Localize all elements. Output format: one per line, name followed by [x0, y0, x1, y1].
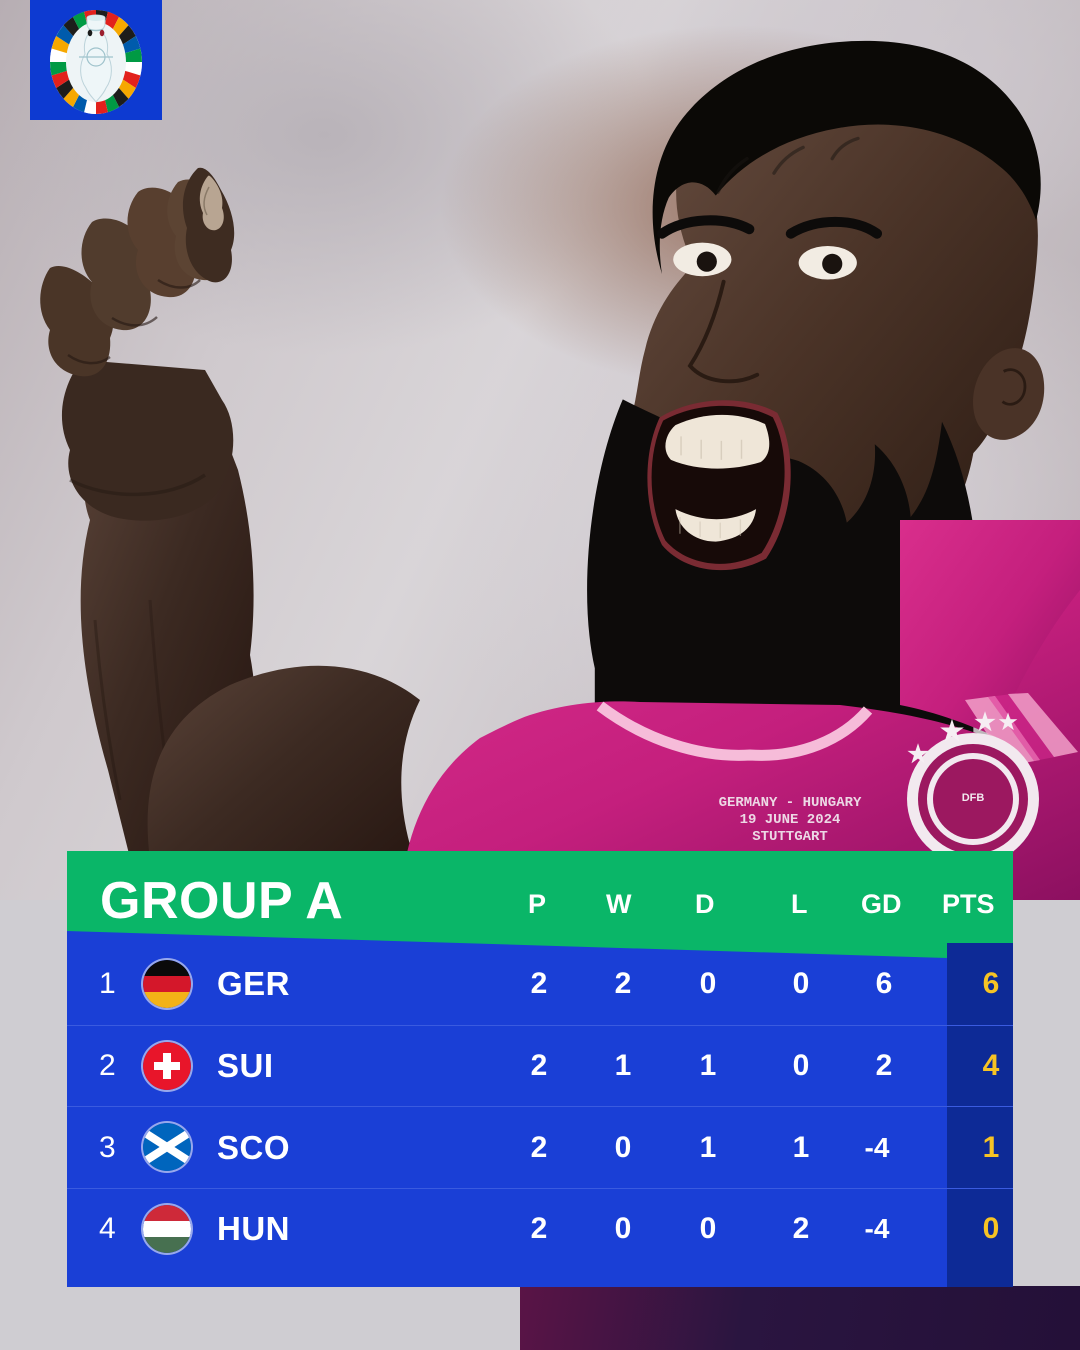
svg-text:★: ★ — [907, 741, 929, 768]
svg-text:DFB: DFB — [962, 792, 985, 804]
svg-text:★: ★ — [974, 709, 996, 736]
svg-text:STUTTGART: STUTTGART — [752, 829, 828, 845]
svg-text:★: ★ — [940, 716, 964, 746]
svg-text:GERMANY - HUNGARY: GERMANY - HUNGARY — [719, 795, 862, 811]
svg-text:★: ★ — [999, 711, 1018, 734]
svg-text:19 JUNE 2024: 19 JUNE 2024 — [740, 812, 841, 828]
